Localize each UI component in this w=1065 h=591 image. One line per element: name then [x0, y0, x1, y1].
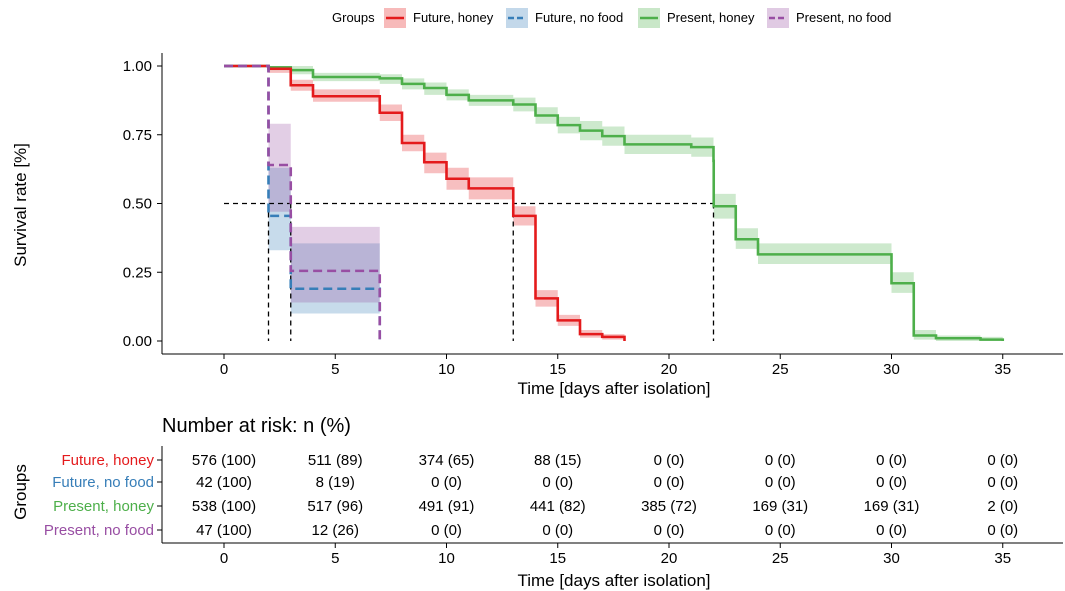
risk-cell: 169 (31) — [752, 498, 808, 515]
x-tick-label: 5 — [331, 361, 339, 378]
risk-row-present-honey: Present, honey 538 (100) 517 (96) 491 (91) 4… — [53, 498, 1018, 515]
km-plot: Survival rate [%] Time [days after isola… — [11, 53, 1063, 398]
risk-cell: 517 (96) — [307, 498, 363, 515]
risk-row-future-no-food: Future, no food 42 (100) 8 (19) 0 (0) 0 (0) 0… — [52, 474, 1018, 491]
x-axis-title: Time [days after isolation] — [517, 379, 710, 398]
risk-row-future-honey: Future, honey 576 (100) 511 (89) 374 (65) 88… — [61, 452, 1018, 469]
risk-cell: 0 (0) — [431, 522, 462, 539]
legend-label-present-no-food: Present, no food — [796, 10, 891, 25]
risk-cell: 385 (72) — [641, 498, 697, 515]
risk-row-label: Future, no food — [52, 474, 154, 491]
risk-x-tick-label: 15 — [549, 550, 566, 567]
risk-row-label: Present, no food — [44, 522, 154, 539]
legend-entry-future-honey: Future, honey — [384, 8, 494, 28]
risk-x-tick-label: 30 — [883, 550, 900, 567]
risk-cell: 42 (100) — [196, 474, 252, 491]
risk-cell: 576 (100) — [192, 452, 256, 469]
risk-x-tick-label: 25 — [772, 550, 789, 567]
risk-cell: 0 (0) — [765, 452, 796, 469]
risk-cell: 0 (0) — [987, 522, 1018, 539]
risk-x-axis-title: Time [days after isolation] — [517, 571, 710, 590]
risk-cell: 0 (0) — [987, 474, 1018, 491]
x-tick-label: 10 — [438, 361, 455, 378]
risk-cell: 0 (0) — [654, 522, 685, 539]
risk-cell: 0 (0) — [765, 474, 796, 491]
risk-cell: 0 (0) — [654, 452, 685, 469]
legend: Groups Future, honey Future, no food Prese… — [332, 8, 891, 28]
risk-cell: 511 (89) — [308, 452, 363, 469]
y-tick-label: 1.00 — [123, 58, 152, 75]
x-tick-label: 30 — [883, 361, 900, 378]
y-axis-title: Survival rate [%] — [11, 143, 30, 267]
risk-cell: 2 (0) — [987, 498, 1018, 515]
risk-cell: 169 (31) — [864, 498, 920, 515]
ci-band-future-no-food — [268, 167, 291, 251]
risk-cell: 12 (26) — [311, 522, 359, 539]
risk-row-present-no-food: Present, no food 47 (100) 12 (26) 0 (0) 0 (0… — [44, 522, 1018, 539]
risk-cell: 0 (0) — [876, 522, 907, 539]
risk-y-axis-title: Groups — [11, 464, 30, 520]
risk-x-tick-label: 20 — [661, 550, 678, 567]
legend-title: Groups — [332, 10, 375, 25]
y-tick-label: 0.25 — [123, 264, 152, 281]
ci-band-present-no-food — [290, 226, 380, 303]
legend-label-future-no-food: Future, no food — [535, 10, 623, 25]
risk-cell: 374 (65) — [419, 452, 475, 469]
risk-table: Number at risk: n (%) Groups Time [days … — [11, 415, 1063, 590]
x-tick-label: 15 — [549, 361, 566, 378]
risk-cell: 491 (91) — [419, 498, 475, 515]
risk-row-label: Present, honey — [53, 498, 154, 515]
legend-label-future-honey: Future, honey — [413, 10, 494, 25]
survival-curve-future-honey — [224, 64, 626, 341]
x-tick-label: 25 — [772, 361, 789, 378]
x-tick-label: 35 — [994, 361, 1011, 378]
legend-entry-present-no-food: Present, no food — [767, 8, 891, 28]
risk-cell: 538 (100) — [192, 498, 256, 515]
y-tick-label: 0.75 — [123, 127, 152, 144]
risk-cell: 0 (0) — [987, 452, 1018, 469]
risk-x-tick-label: 0 — [220, 550, 228, 567]
y-tick-label: 0.00 — [123, 333, 152, 350]
risk-cell: 0 (0) — [542, 474, 573, 491]
y-tick-label: 0.50 — [123, 196, 152, 213]
legend-entry-future-no-food: Future, no food — [506, 8, 623, 28]
risk-cell: 0 (0) — [876, 474, 907, 491]
risk-cell: 47 (100) — [196, 522, 252, 539]
risk-x-tick-label: 35 — [994, 550, 1011, 567]
risk-cell: 8 (19) — [316, 474, 355, 491]
risk-cell: 0 (0) — [431, 474, 462, 491]
survival-curve-present-no-food — [224, 64, 382, 341]
x-tick-label: 20 — [661, 361, 678, 378]
risk-cell: 0 (0) — [654, 474, 685, 491]
ci-band-present-no-food — [268, 123, 291, 212]
risk-table-title: Number at risk: n (%) — [162, 415, 351, 437]
survival-curve-present-honey — [224, 64, 1005, 341]
risk-cell: 88 (15) — [534, 452, 582, 469]
risk-cell: 0 (0) — [765, 522, 796, 539]
risk-row-label: Future, honey — [61, 452, 154, 469]
risk-x-tick-label: 10 — [438, 550, 455, 567]
risk-cell: 0 (0) — [876, 452, 907, 469]
ci-band-future-no-food — [290, 243, 380, 314]
risk-cell: 441 (82) — [530, 498, 586, 515]
legend-label-present-honey: Present, honey — [667, 10, 755, 25]
legend-entry-present-honey: Present, honey — [638, 8, 755, 28]
risk-x-tick-label: 5 — [331, 550, 339, 567]
risk-cell: 0 (0) — [542, 522, 573, 539]
x-tick-label: 0 — [220, 361, 228, 378]
